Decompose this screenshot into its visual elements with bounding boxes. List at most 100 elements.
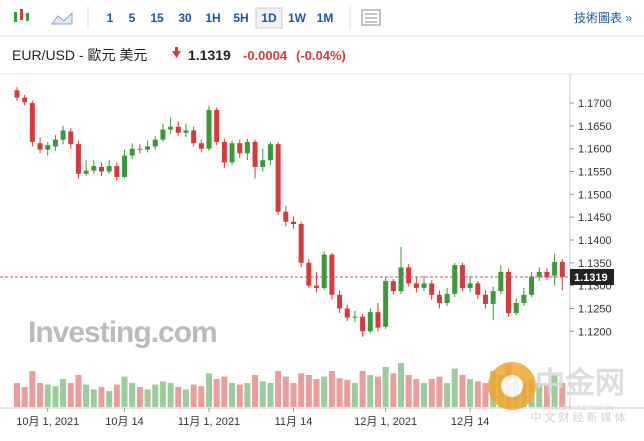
candle-body [513,303,519,314]
volume-bar [44,384,51,407]
candle-body [91,166,97,171]
x-tick-label: 11月 14 [275,416,313,428]
candle-body [383,281,389,327]
volume-bar [159,381,166,407]
y-tick-label: 1.1450 [578,212,612,224]
candle-body [260,160,266,167]
volume-bar [359,371,366,407]
volume-bar [290,383,297,407]
volume-bar [29,371,36,407]
volume-bar [536,383,543,407]
volume-bar [436,376,443,407]
candle-body [122,155,128,178]
volume-bar [313,379,320,407]
candle-body [375,312,381,328]
volume-bar [244,383,251,407]
candle-body [168,126,174,130]
y-tick-label: 1.1500 [578,189,612,201]
interval-button[interactable]: 30 [178,11,192,25]
candle-body [283,211,289,222]
candle-body [14,90,20,98]
candle-body [244,141,250,154]
interval-button[interactable]: 5H [233,11,248,25]
candle-body [306,262,312,286]
x-tick-label: 12月 1, 2021 [354,416,417,428]
area-icon[interactable] [51,11,73,25]
volume-bar [421,383,428,407]
logo-text: 中金网 [535,366,625,400]
volume-bar [321,376,328,407]
volume-bar [428,379,435,407]
candle-body [337,294,343,309]
volume-bar [459,375,466,407]
volume-bar [344,379,351,407]
candle-body [367,312,373,332]
candle-body [22,97,28,103]
volume-bar [482,383,489,407]
candle-body [68,131,74,145]
candle-body [60,130,66,140]
candle-body [114,166,120,178]
volume-bar [298,373,305,407]
interval-button[interactable]: 1W [288,11,307,25]
volume-bar [559,383,566,407]
volume-bar [136,387,143,407]
volume-bar [351,383,358,407]
y-tick-label: 1.1350 [578,258,612,270]
volume-bar [113,384,120,407]
candle-body [521,294,527,304]
logo-watermark: 中金网 中 文 财 经 新 媒 体 WWW.CNGOLD.COM.CN [488,362,626,424]
candle-body [237,143,243,154]
candle-body [37,143,43,150]
volume-bar [374,376,381,407]
chart-link[interactable]: 技術圖表 » [574,11,632,25]
volume-bar [98,387,105,407]
interval-button[interactable]: 1 [107,11,114,25]
interval-button[interactable]: 1H [205,11,220,25]
candle-body [214,109,220,142]
brand-watermark: Investing.com [28,316,217,349]
candle-body [390,281,396,292]
candle-body [198,143,204,149]
candle-body [329,254,335,295]
candle-body [298,224,304,263]
candle-body [406,267,412,284]
candle-body [206,109,212,149]
candle-body [275,144,281,212]
y-tick-label: 1.1700 [578,98,612,110]
candle-icon[interactable] [14,9,29,22]
candle-body [452,265,458,294]
candle-body [475,283,481,295]
interval-button[interactable]: 1D [261,11,277,25]
volume-bar [336,378,343,407]
volume-bar [106,391,113,407]
volume-bar [67,383,74,407]
volume-bar [305,375,312,407]
volume-bar [90,389,97,407]
volume-bar [213,379,220,407]
candle-body [183,130,189,133]
volume-bar [83,384,90,407]
volume-bar [206,373,212,407]
x-tick-label: 11月 1, 2021 [178,416,240,428]
interval-button[interactable]: 15 [150,11,164,25]
volume-bar [390,373,397,407]
table-icon[interactable] [361,9,381,26]
interval-button[interactable]: 5 [129,11,136,25]
candle-body [75,144,81,174]
candle-body [83,170,89,174]
volume-bar [267,383,274,407]
candle-body [221,141,227,163]
down-arrow [172,47,181,58]
y-tick-label: 1.1400 [578,235,612,247]
candle-body [467,283,473,288]
volume-bar [382,367,389,407]
volume-bar [451,368,458,407]
volume-bar [37,383,44,407]
interval-button[interactable]: 1M [317,11,334,25]
volume-bar [144,389,151,407]
price: 1.1319 [188,47,231,63]
change-pct: (-0.04%) [296,48,346,63]
